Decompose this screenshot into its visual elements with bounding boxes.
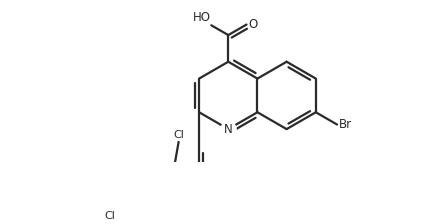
Text: O: O <box>249 18 258 31</box>
Text: N: N <box>224 123 232 136</box>
Text: Cl: Cl <box>173 130 184 140</box>
Text: Cl: Cl <box>104 211 115 222</box>
Text: HO: HO <box>193 11 210 24</box>
Text: Br: Br <box>339 118 352 131</box>
